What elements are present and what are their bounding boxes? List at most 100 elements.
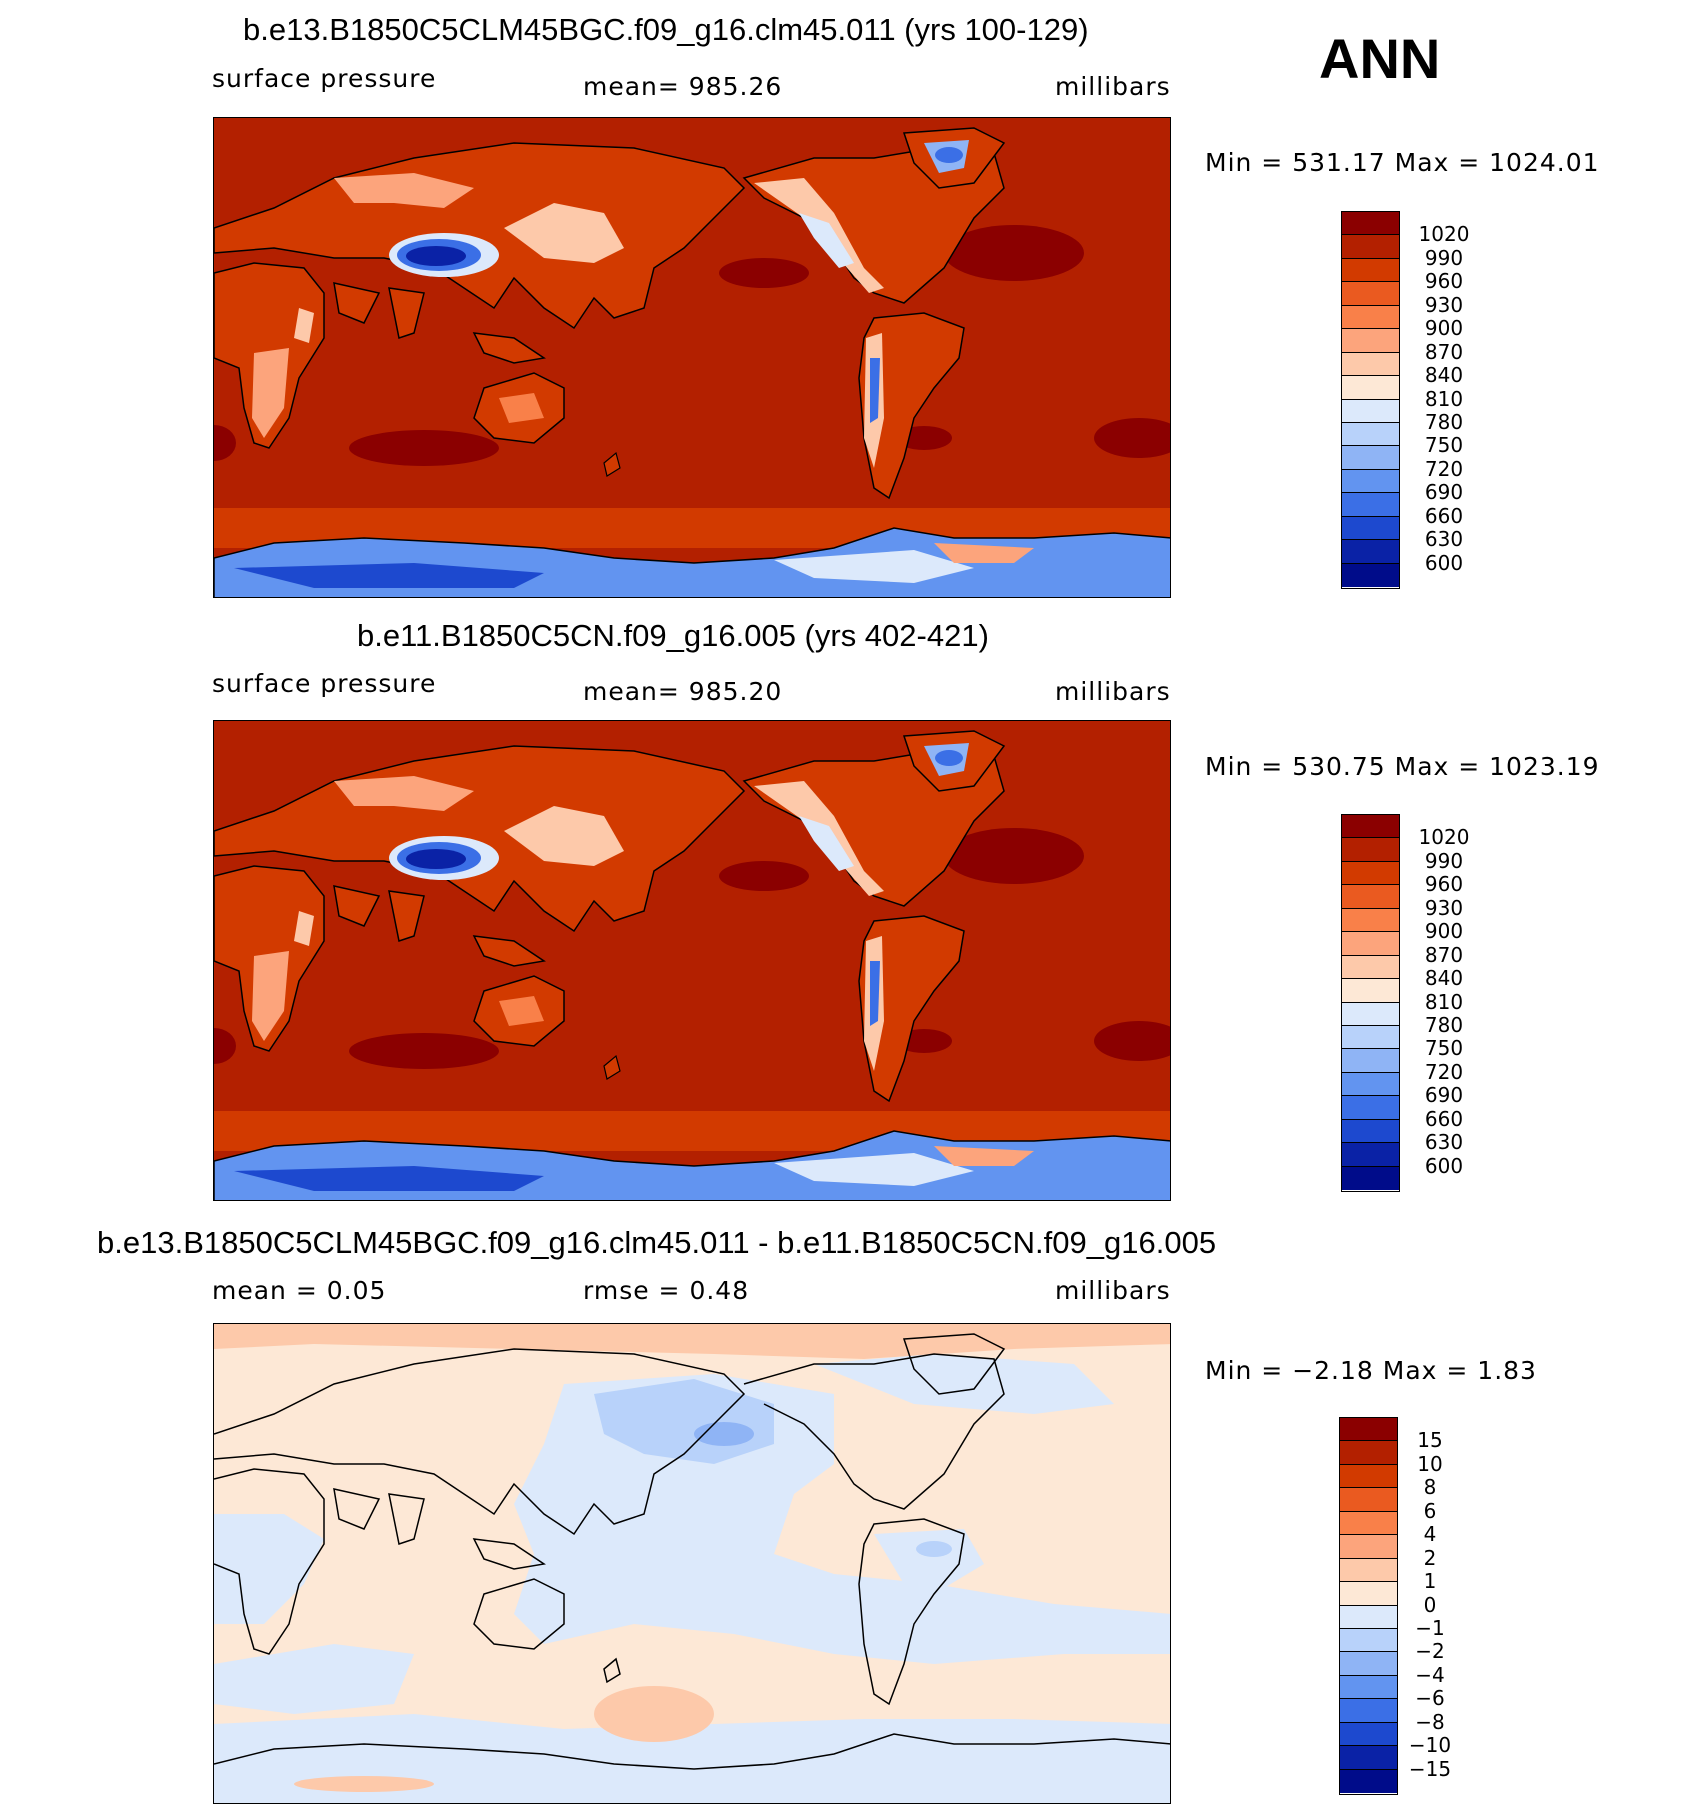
colorbar-tick-label: −15: [1408, 1756, 1452, 1781]
panel2-variable-label: surface pressure: [212, 669, 437, 698]
colorbar-tick-label: 840: [1424, 363, 1464, 388]
eurasia-highland: [334, 173, 474, 208]
south-america: [858, 312, 965, 500]
colorbar-swatch: [1342, 282, 1399, 306]
north-atlantic-high: [944, 828, 1084, 884]
colorbar-swatch: [1342, 815, 1399, 839]
colorbar-swatch: [1340, 1535, 1397, 1559]
colorbar-tick-label: 690: [1424, 480, 1464, 505]
colorbar-swatch: [1342, 979, 1399, 1003]
colorbar-tick-label: 690: [1424, 1083, 1464, 1108]
colorbar-tick-label: 8: [1423, 1475, 1437, 1500]
panel2-map-svg: [214, 721, 1170, 1200]
south-atlantic-negative: [214, 1644, 414, 1714]
colorbar-swatch: [1342, 258, 1399, 283]
colorbar-swatch: [1340, 1699, 1397, 1723]
colorbar-tick-label: 4: [1423, 1522, 1437, 1547]
colorbar-tick-label: 1020: [1418, 825, 1470, 850]
colorbar-swatch: [1342, 861, 1399, 886]
indonesia: [472, 332, 546, 364]
colorbar-swatch: [1340, 1652, 1397, 1676]
west-antarctic-lowland: [774, 550, 974, 583]
colorbar-swatch: [1340, 1558, 1397, 1583]
arabia: [333, 282, 381, 324]
colorbar-tick-label: 660: [1424, 1106, 1464, 1131]
greenland-ice-sheet: [935, 147, 963, 163]
antarctic-positive-strip: [294, 1776, 434, 1792]
panel3-colorbar-swatches: [1340, 1418, 1397, 1793]
panel2-title: b.e11.B1850C5CN.f09_g16.005 (yrs 402-421…: [357, 618, 989, 653]
colorbar-swatch: [1340, 1675, 1397, 1700]
panel2-minmax-label: Min = 530.75 Max = 1023.19: [1205, 752, 1600, 781]
colorbar-tick-label: 840: [1424, 966, 1464, 991]
arabia: [333, 885, 381, 927]
panel2-units-label: millibars: [1055, 677, 1171, 706]
south-america: [858, 915, 965, 1103]
east-antarctic-plateau: [234, 1166, 544, 1191]
colorbar-tick-label: 660: [1424, 503, 1464, 528]
colorbar-swatch: [1342, 1119, 1399, 1144]
colorbar-tick-label: 630: [1424, 1130, 1464, 1155]
colorbar-swatch: [1342, 493, 1399, 517]
north-pacific-high: [719, 861, 809, 891]
new-zealand-coast: [603, 1657, 621, 1684]
colorbar-swatch: [1342, 446, 1399, 470]
colorbar-tick-label: 0: [1423, 1592, 1437, 1617]
colorbar-swatch: [1342, 1049, 1399, 1073]
new-zealand: [603, 451, 621, 477]
colorbar-swatch: [1342, 399, 1399, 423]
colorbar-swatch: [1342, 563, 1399, 587]
colorbar-tick-label: 600: [1424, 550, 1464, 575]
east-africa-highland: [294, 911, 314, 946]
colorbar-swatch: [1342, 305, 1399, 330]
ross-shelf: [934, 1146, 1034, 1166]
colorbar-swatch: [1342, 422, 1399, 447]
central-asia-mid: [504, 203, 624, 263]
arctic-positive: [214, 1324, 1170, 1359]
colorbar-swatch: [1342, 955, 1399, 980]
south-pacific-positive: [594, 1686, 714, 1742]
south-indian-high: [349, 1033, 499, 1069]
colorbar-swatch: [1340, 1746, 1397, 1770]
south-atlantic-high: [1094, 418, 1170, 458]
colorbar-swatch: [1342, 838, 1399, 862]
colorbar-tick-label: 870: [1424, 942, 1464, 967]
north-america-coast: [743, 1353, 1005, 1510]
tibetan-plateau: [406, 246, 466, 266]
colorbar-swatch: [1340, 1488, 1397, 1512]
eurasia-highland: [334, 776, 474, 811]
south-africa-plateau: [252, 951, 289, 1041]
colorbar-swatch: [1340, 1722, 1397, 1747]
colorbar-swatch: [1342, 908, 1399, 933]
indonesia: [472, 935, 546, 967]
colorbar-tick-label: 15: [1417, 1428, 1443, 1453]
colorbar-swatch: [1342, 352, 1399, 377]
colorbar-tick-label: 6: [1423, 1498, 1437, 1523]
colorbar-swatch: [1340, 1605, 1397, 1629]
panel1-colorbar: [1341, 211, 1400, 589]
arctic-canada-negative: [814, 1354, 1114, 1414]
panel1-units-label: millibars: [1055, 72, 1171, 101]
panel3-map: [213, 1323, 1171, 1804]
colorbar-swatch: [1340, 1582, 1397, 1606]
colorbar-swatch: [1340, 1418, 1397, 1442]
panel2-colorbar-swatches: [1342, 815, 1399, 1190]
colorbar-swatch: [1340, 1769, 1397, 1793]
colorbar-tick-label: −1: [1415, 1615, 1445, 1640]
colorbar-swatch: [1340, 1511, 1397, 1536]
coastlines: [214, 1333, 1170, 1770]
australia-interior: [499, 996, 544, 1026]
colorbar-tick-label: 810: [1424, 386, 1464, 411]
colorbar-tick-label: 780: [1424, 1012, 1464, 1037]
colorbar-tick-label: 600: [1424, 1153, 1464, 1178]
panel1-minmax-label: Min = 531.17 Max = 1024.01: [1205, 148, 1600, 177]
rockies-inner: [799, 213, 854, 268]
colorbar-tick-label: 10: [1417, 1451, 1443, 1476]
ross-shelf: [934, 543, 1034, 563]
colorbar-tick-label: 720: [1424, 1059, 1464, 1084]
colorbar-tick-label: 1020: [1418, 222, 1470, 247]
west-edge-high: [214, 1028, 236, 1064]
colorbar-swatch: [1342, 932, 1399, 956]
colorbar-tick-label: 960: [1424, 269, 1464, 294]
colorbar-swatch: [1342, 376, 1399, 400]
